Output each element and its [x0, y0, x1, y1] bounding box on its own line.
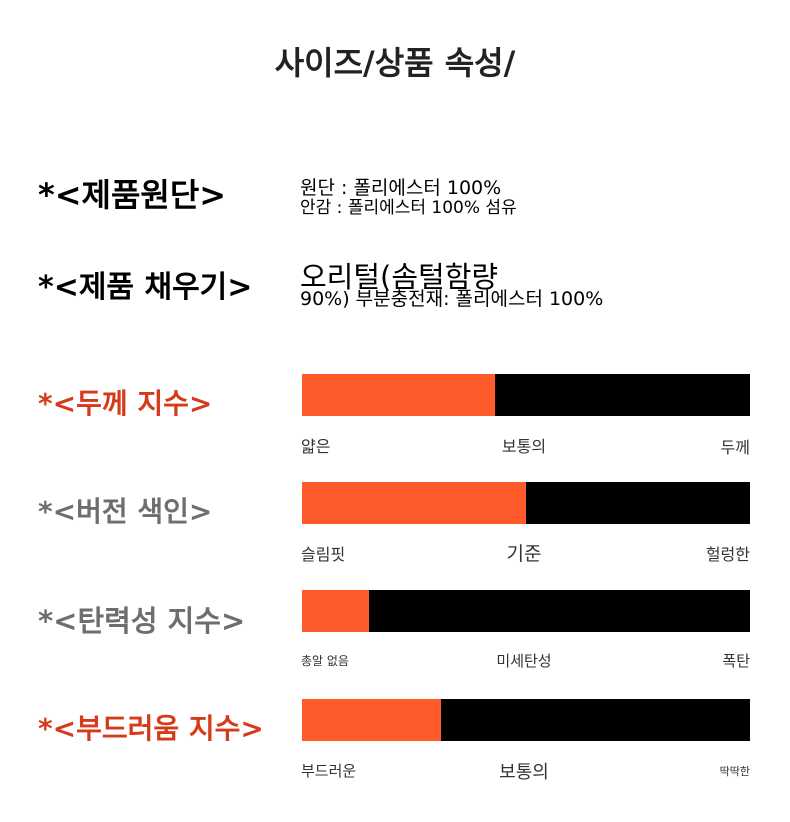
fit-scale-mid: 기준 — [506, 543, 542, 565]
fabric-label: *<제품원단> — [38, 176, 227, 214]
elasticity-index-label: *<탄력성 지수> — [38, 604, 246, 638]
fit-scale-min: 슬림핏 — [301, 545, 346, 564]
filling-info: 오리털(솜털함량 90%) 부분충전재: 폴리에스터 100% — [300, 261, 603, 310]
thickness-index-label: *<두께 지수> — [38, 387, 213, 420]
filling-line-1: 오리털(솜털함량 — [300, 260, 499, 294]
fit-scale-max: 헐렁한 — [705, 545, 750, 564]
thickness-bar — [302, 374, 750, 416]
fit-index-label: *<버전 색인> — [38, 495, 213, 528]
elasticity-scale-max: 폭탄 — [722, 652, 750, 670]
thickness-scale-max: 두께 — [720, 438, 750, 457]
softness-bar — [302, 699, 750, 741]
softness-index-label: *<부드러움 지수> — [38, 712, 264, 745]
elasticity-scale-min: 총알 없음 — [301, 654, 349, 668]
softness-bar-fill — [302, 699, 441, 741]
elasticity-bar — [302, 590, 750, 632]
filling-label: *<제품 채우기> — [38, 270, 253, 305]
fabric-line-1: 원단 : 폴리에스터 100% — [300, 177, 502, 199]
filling-line-2: 90%) 부분충전재: 폴리에스터 100% — [300, 288, 604, 310]
thickness-scale-min: 얇은 — [301, 437, 331, 456]
thickness-scale-mid: 보통의 — [501, 437, 547, 456]
fit-bar — [302, 482, 750, 524]
elasticity-scale-mid: 미세탄성 — [496, 652, 552, 670]
fabric-info: 원단 : 폴리에스터 100% 안감 : 폴리에스터 100% 섬유 — [300, 178, 517, 218]
page-title: 사이즈/상품 속성/ — [274, 44, 516, 82]
softness-scale-min: 부드러운 — [301, 762, 357, 780]
elasticity-bar-fill — [302, 590, 370, 632]
fit-bar-fill — [302, 482, 526, 524]
fabric-line-2: 안감 : 폴리에스터 100% 섬유 — [300, 197, 517, 218]
thickness-bar-fill — [302, 374, 495, 416]
softness-scale-max: 딱딱한 — [719, 765, 750, 778]
softness-scale-mid: 보통의 — [499, 762, 549, 783]
